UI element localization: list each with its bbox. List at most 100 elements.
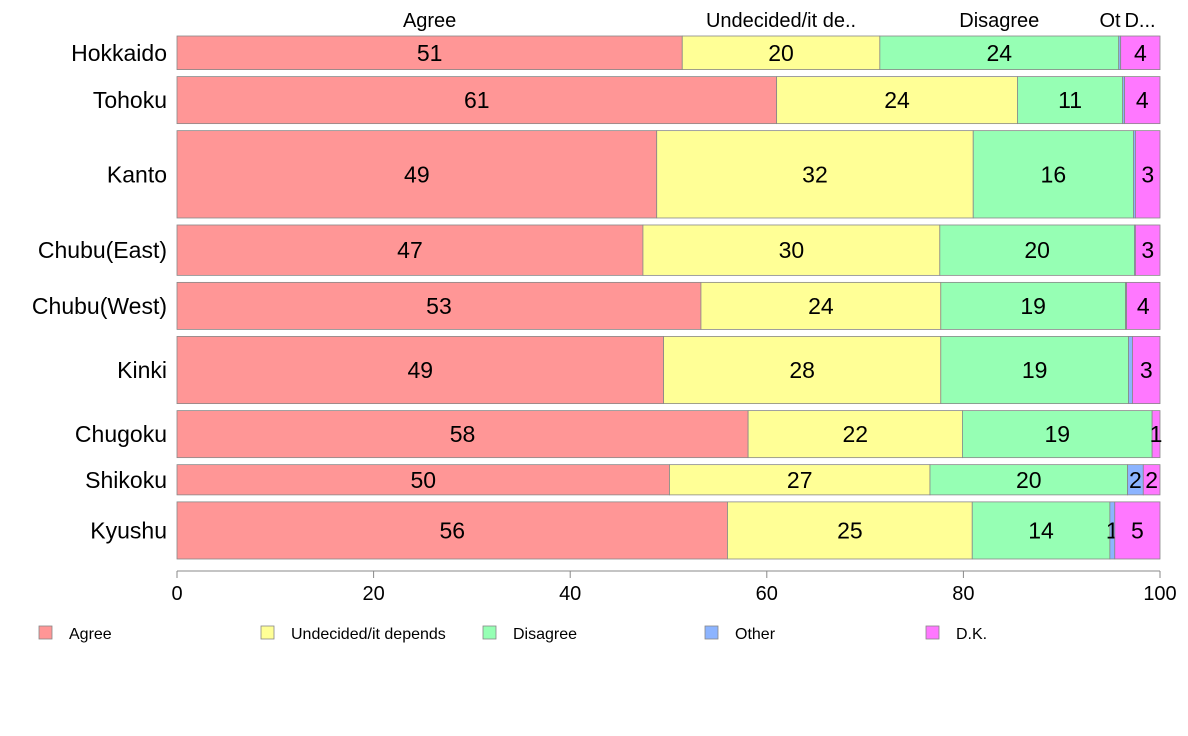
bar-segment xyxy=(1135,130,1161,219)
x-tick-label: 20 xyxy=(362,583,384,605)
data-label: 3 xyxy=(1141,237,1154,263)
data-label: 50 xyxy=(410,467,436,493)
bar-segment xyxy=(681,35,881,70)
data-label: 47 xyxy=(397,237,423,263)
bar-segment xyxy=(176,35,683,70)
data-label: 32 xyxy=(802,161,828,187)
data-label: 4 xyxy=(1134,40,1147,66)
top-label: Disagree xyxy=(959,10,1039,32)
bar-segment xyxy=(176,76,778,125)
x-tick-label: 40 xyxy=(559,583,581,605)
data-label: 22 xyxy=(842,421,868,447)
bar-segment xyxy=(1114,501,1161,560)
bar-segment xyxy=(879,35,1120,70)
data-label: 19 xyxy=(1022,357,1048,383)
legend-label: Agree xyxy=(69,626,112,643)
legend-label: D.K. xyxy=(956,626,987,643)
category-label: Kinki xyxy=(117,357,167,383)
data-label: 20 xyxy=(1016,467,1042,493)
data-label: 27 xyxy=(787,467,813,493)
data-label: 24 xyxy=(808,293,834,319)
category-label: Shikoku xyxy=(85,467,167,493)
bar-segment xyxy=(176,130,658,219)
bar-segment xyxy=(776,76,1018,125)
data-label: 19 xyxy=(1020,293,1046,319)
bar-segment xyxy=(929,464,1128,496)
bar-segment xyxy=(176,336,664,405)
top-label: D... xyxy=(1124,10,1155,32)
data-label: 25 xyxy=(837,517,863,543)
data-label: 20 xyxy=(768,40,794,66)
data-label: 3 xyxy=(1140,357,1153,383)
category-label: Tohoku xyxy=(93,87,167,113)
data-label: 4 xyxy=(1137,293,1150,319)
x-tick-label: 0 xyxy=(171,583,182,605)
bar-segment xyxy=(1124,76,1161,125)
legend-swatch xyxy=(704,625,719,640)
data-label: 16 xyxy=(1041,161,1067,187)
data-label: 1 xyxy=(1150,421,1163,447)
bar-segment xyxy=(727,501,973,560)
bar-segment xyxy=(176,281,702,330)
bar-segment xyxy=(940,281,1126,330)
legend-swatch xyxy=(260,625,275,640)
bar-segment xyxy=(656,130,974,219)
data-label: 19 xyxy=(1044,421,1070,447)
bar-segment xyxy=(176,224,644,276)
x-tick-label: 80 xyxy=(952,583,974,605)
bar-segment xyxy=(669,464,931,496)
top-label: Undecided/it de.. xyxy=(706,10,856,32)
bar-segment xyxy=(1142,464,1161,496)
data-label: 51 xyxy=(417,40,443,66)
bar-segment xyxy=(700,281,942,330)
data-label: 49 xyxy=(404,161,430,187)
legend-label: Undecided/it depends xyxy=(291,626,446,643)
bar-segment xyxy=(1120,35,1161,70)
data-label: 11 xyxy=(1058,87,1082,113)
bar-segment xyxy=(176,410,749,459)
bar-segment xyxy=(962,410,1153,459)
data-label: 24 xyxy=(986,40,1012,66)
bar-segment xyxy=(1132,336,1161,405)
top-label: Ot xyxy=(1099,10,1121,32)
bar-segment xyxy=(1151,410,1161,459)
legend-label: Disagree xyxy=(513,626,577,643)
data-label: 4 xyxy=(1136,87,1149,113)
data-label: 61 xyxy=(464,87,490,113)
data-label: 20 xyxy=(1024,237,1050,263)
data-label: 56 xyxy=(439,517,465,543)
bar-segment xyxy=(663,336,942,405)
bar-segment xyxy=(747,410,963,459)
bar-segment xyxy=(1128,336,1133,405)
data-label: 30 xyxy=(779,237,805,263)
bar-segment xyxy=(939,224,1135,276)
category-label: Kyushu xyxy=(90,517,167,543)
category-label: Chubu(East) xyxy=(38,237,167,263)
data-label: 28 xyxy=(789,357,815,383)
data-label: 2 xyxy=(1129,467,1142,493)
data-label: 49 xyxy=(407,357,433,383)
bar-segment xyxy=(176,464,670,496)
data-label: 53 xyxy=(426,293,452,319)
legend-swatch xyxy=(925,625,940,640)
top-label: Agree xyxy=(403,10,456,32)
category-label: Hokkaido xyxy=(71,40,167,66)
bar-segment xyxy=(1017,76,1124,125)
data-label: 14 xyxy=(1028,517,1054,543)
bar-segment xyxy=(971,501,1111,560)
data-label: 58 xyxy=(450,421,476,447)
data-label: 24 xyxy=(884,87,910,113)
legend-swatch xyxy=(482,625,497,640)
legend-label: Other xyxy=(735,626,776,643)
category-label: Chubu(West) xyxy=(32,293,167,319)
x-tick-label: 60 xyxy=(756,583,778,605)
x-tick-label: 100 xyxy=(1143,583,1176,605)
category-label: Kanto xyxy=(107,161,167,187)
bar-segment xyxy=(940,336,1129,405)
legend-swatch xyxy=(38,625,53,640)
bar-segment xyxy=(972,130,1134,219)
bar-segment xyxy=(1126,281,1161,330)
bar-segment xyxy=(1135,224,1161,276)
bar-segment xyxy=(176,501,728,560)
